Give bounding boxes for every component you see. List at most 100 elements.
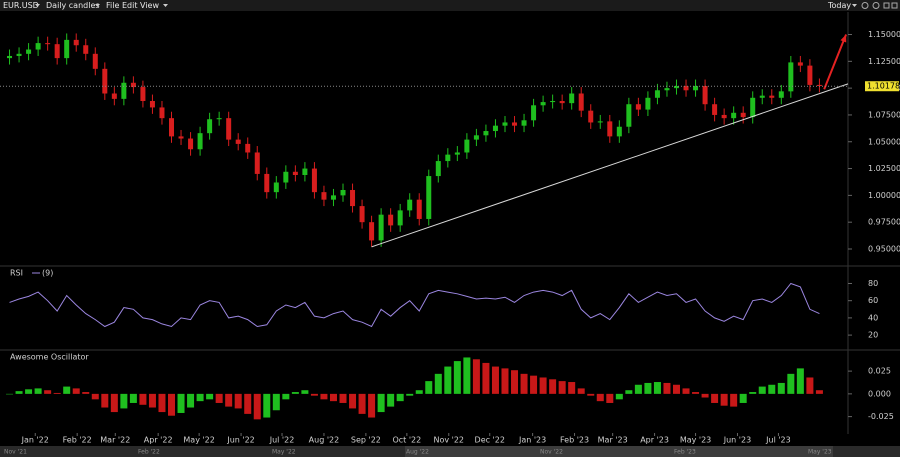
y-tick-label: 1.15000 bbox=[868, 30, 900, 39]
x-tick-label: Jan '23 bbox=[518, 436, 546, 445]
ao-bar bbox=[91, 393, 99, 400]
timeframe[interactable]: Daily candles bbox=[46, 1, 100, 10]
candle-body bbox=[616, 126, 622, 137]
candle-body bbox=[159, 107, 165, 119]
dropdown-icon[interactable] bbox=[35, 4, 40, 7]
ao-bar bbox=[310, 393, 318, 396]
candle-body bbox=[426, 176, 432, 219]
candle-body bbox=[111, 93, 117, 99]
ao-bar bbox=[768, 384, 776, 394]
rsi-line bbox=[9, 282, 820, 328]
ao-bar bbox=[82, 392, 90, 394]
candle-body bbox=[664, 88, 670, 91]
y-tick-label: 0.025 bbox=[868, 367, 891, 376]
ao-bar bbox=[329, 393, 337, 402]
ao-bar bbox=[129, 393, 137, 403]
navigator-label: Aug '22 bbox=[406, 449, 429, 456]
dropdown-icon[interactable] bbox=[852, 4, 857, 7]
dropdown-icon[interactable] bbox=[163, 4, 168, 7]
ao-bar bbox=[672, 384, 680, 394]
ao-bar bbox=[787, 373, 795, 394]
ao-bar bbox=[434, 373, 442, 394]
window-icon[interactable] bbox=[891, 2, 898, 9]
y-tick-label: 1.07500 bbox=[868, 110, 900, 119]
y-tick-label: 1.00000 bbox=[868, 191, 900, 200]
window-icon[interactable] bbox=[883, 2, 890, 9]
candle-body bbox=[797, 62, 803, 66]
ao-bar bbox=[777, 382, 785, 394]
ao-bar bbox=[358, 393, 366, 414]
ao-bar bbox=[148, 393, 156, 408]
candle-body bbox=[626, 104, 632, 127]
candle-body bbox=[407, 199, 413, 211]
candle-body bbox=[54, 44, 60, 59]
zoom-icon[interactable] bbox=[872, 2, 880, 9]
symbol[interactable]: EUR.USD bbox=[3, 1, 39, 10]
ao-bar bbox=[682, 388, 690, 394]
last-price-box bbox=[865, 81, 899, 92]
ao-bar bbox=[692, 392, 700, 394]
candle-body bbox=[454, 152, 460, 155]
ao-bar bbox=[701, 393, 709, 398]
ao-bar bbox=[606, 393, 614, 403]
candle-body bbox=[540, 102, 546, 106]
x-tick-label: Jul '23 bbox=[765, 436, 791, 445]
ao-bar bbox=[415, 390, 423, 394]
ao-bar bbox=[320, 393, 328, 400]
y-tick-label: 20 bbox=[868, 331, 878, 340]
ao-bar bbox=[730, 393, 738, 407]
candle-body bbox=[207, 119, 213, 134]
ao-bar bbox=[253, 393, 261, 420]
y-tick-label: 0.000 bbox=[868, 389, 891, 398]
candle-body bbox=[721, 114, 727, 119]
x-tick-label: Jun '23 bbox=[723, 436, 751, 445]
ao-bar bbox=[444, 366, 452, 394]
candle-body bbox=[769, 95, 775, 98]
x-tick-label: Jan '22 bbox=[21, 436, 49, 445]
ao-bar bbox=[206, 393, 214, 400]
x-tick-label: Apr '22 bbox=[144, 436, 173, 445]
ao-bar bbox=[196, 393, 204, 402]
candle-body bbox=[340, 190, 346, 196]
ao-bar bbox=[644, 382, 652, 394]
y-tick-label: 0.95000 bbox=[868, 244, 900, 253]
navigator-label: May '23 bbox=[808, 449, 832, 456]
ao-bar bbox=[558, 381, 566, 394]
last-price-label: 1.10178 bbox=[867, 82, 900, 91]
navigator-label: Feb '23 bbox=[674, 449, 696, 456]
ao-bar bbox=[501, 368, 509, 394]
x-tick-label: Jul '22 bbox=[269, 436, 295, 445]
candle-body bbox=[140, 87, 146, 102]
candle-body bbox=[83, 45, 89, 54]
navigator-window[interactable] bbox=[405, 446, 833, 457]
candle-body bbox=[197, 133, 203, 150]
zoom-icon[interactable] bbox=[861, 2, 869, 9]
candle-body bbox=[264, 173, 270, 193]
x-tick-label: Mar '23 bbox=[598, 436, 628, 445]
candle-body bbox=[559, 101, 565, 104]
menu-view[interactable]: View bbox=[140, 1, 159, 10]
candle-body bbox=[45, 43, 51, 45]
menu-edit[interactable]: Edit bbox=[122, 1, 138, 10]
x-tick-label: Nov '22 bbox=[433, 436, 464, 445]
ao-bar bbox=[272, 393, 280, 411]
x-tick-label: Jun '22 bbox=[226, 436, 254, 445]
today-button[interactable]: Today bbox=[827, 1, 851, 10]
candle-body bbox=[759, 95, 765, 98]
menu-file[interactable]: File bbox=[106, 1, 119, 10]
ao-bar bbox=[425, 381, 433, 394]
candle-body bbox=[645, 97, 651, 110]
y-tick-label: 0.97500 bbox=[868, 218, 900, 227]
ao-bar bbox=[577, 388, 585, 394]
dropdown-icon[interactable] bbox=[95, 4, 100, 7]
ao-bar bbox=[34, 388, 42, 394]
candle-body bbox=[130, 82, 136, 88]
ao-bar bbox=[596, 393, 604, 402]
y-tick-label: 80 bbox=[868, 279, 878, 288]
ao-bar bbox=[234, 393, 242, 409]
candle-body bbox=[597, 121, 603, 123]
ao-bar bbox=[739, 393, 747, 403]
candle-body bbox=[464, 139, 470, 153]
ao-bar bbox=[472, 359, 480, 394]
candle-body bbox=[388, 214, 394, 226]
